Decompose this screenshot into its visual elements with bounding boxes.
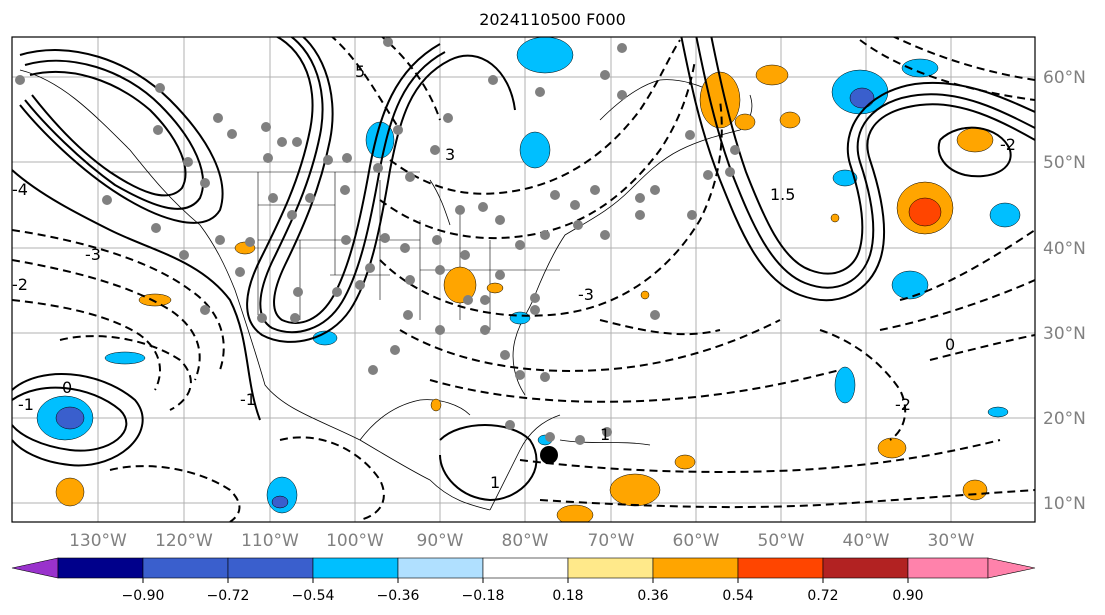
colorbar-tick-label: −0.54 — [292, 588, 335, 604]
lon-label: 120°W — [155, 531, 213, 551]
contour-label: -1 — [18, 395, 34, 414]
colorbar-ticks — [142, 578, 909, 583]
colorbar-tick-label: −0.18 — [462, 588, 505, 604]
colorbar-tick-label: 0.18 — [552, 588, 583, 604]
colorbar-segment — [567, 557, 654, 579]
contour-label: 0 — [945, 335, 955, 354]
contour-label: 3 — [445, 145, 455, 164]
solid-contours — [12, 37, 1035, 502]
colorbar-labels: −0.90 −0.72 −0.54 −0.36 −0.18 0.18 0.36 … — [122, 588, 924, 604]
lat-label: 20°N — [1043, 409, 1086, 429]
colorbar-tick-label: −0.36 — [377, 588, 420, 604]
colorbar-tick-label: −0.90 — [122, 588, 165, 604]
latitude-labels: 60°N 50°N 40°N 30°N 20°N 10°N — [1043, 68, 1086, 514]
colorbar-segment — [987, 557, 1036, 579]
lat-label: 60°N — [1043, 68, 1086, 88]
colorbar-segment — [907, 557, 989, 579]
lat-label: 50°N — [1043, 153, 1086, 173]
map-panel: 5 3 -3 1 0 -1 -1 -2 -3 -4 1.5 0 -2 1 -2 — [12, 37, 1035, 522]
lon-label: 70°W — [588, 531, 635, 551]
lon-label: 100°W — [326, 531, 384, 551]
colorbar-segment — [11, 557, 59, 579]
contour-label: -4 — [12, 180, 28, 199]
lat-label: 40°N — [1043, 239, 1086, 259]
colorbar-segment — [822, 557, 909, 579]
contour-label: -2 — [12, 275, 28, 294]
colorbar-segment — [652, 557, 739, 579]
longitude-labels: 130°W 120°W 110°W 100°W 90°W 80°W 70°W 6… — [69, 531, 975, 551]
colorbar-tick-label: 0.36 — [637, 588, 668, 604]
contour-label: -3 — [578, 285, 594, 304]
lon-label: 40°W — [843, 531, 890, 551]
lon-label: 50°W — [758, 531, 805, 551]
colorbar-tick-label: 0.54 — [722, 588, 753, 604]
lon-label: 110°W — [241, 531, 299, 551]
contour-label: 1 — [600, 425, 610, 444]
shaded-regions — [36, 37, 1021, 522]
colorbar-segment — [397, 557, 484, 579]
lon-label: 80°W — [502, 531, 549, 551]
lon-label: 130°W — [69, 531, 127, 551]
contour-label: -2 — [895, 395, 911, 414]
colorbar-tick-label: 0.72 — [807, 588, 838, 604]
coastlines — [19, 69, 753, 511]
lon-label: 90°W — [417, 531, 464, 551]
colorbar-segment — [57, 557, 144, 579]
lon-label: 30°W — [928, 531, 975, 551]
contour-label: 1.5 — [770, 185, 795, 204]
colorbar-segment — [312, 557, 399, 579]
colorbar-segment — [482, 557, 569, 579]
map-title: 2024110500 F000 — [479, 10, 626, 29]
colorbar-tick-label: −0.72 — [207, 588, 250, 604]
contour-label: 0 — [62, 378, 72, 397]
colorbar-segment — [142, 557, 229, 579]
colorbar-tick-label: 0.90 — [892, 588, 923, 604]
contour-labels: 5 3 -3 1 0 -1 -1 -2 -3 -4 1.5 0 -2 1 -2 — [12, 62, 1016, 492]
map-frame — [11, 36, 1036, 523]
contour-label: -3 — [85, 245, 101, 264]
lat-label: 30°N — [1043, 324, 1086, 344]
lon-label: 60°W — [673, 531, 720, 551]
colorbar — [11, 557, 1036, 579]
colorbar-segment — [227, 557, 314, 579]
contour-label: 1 — [490, 473, 500, 492]
contour-label: -2 — [1000, 135, 1016, 154]
contour-label: 5 — [355, 62, 365, 81]
station-dots — [15, 37, 740, 445]
lat-label: 10°N — [1043, 494, 1086, 514]
colorbar-segment — [737, 557, 824, 579]
dashed-contours — [12, 37, 1035, 522]
storm-center-marker — [540, 446, 558, 464]
contour-label: -1 — [240, 390, 256, 409]
